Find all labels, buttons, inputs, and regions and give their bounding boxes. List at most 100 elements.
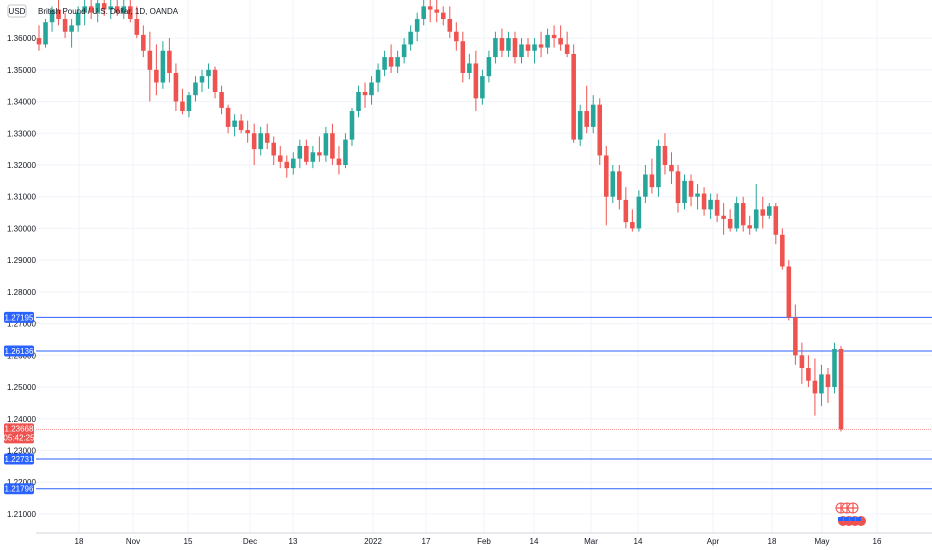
currency-badge[interactable]: USD — [9, 7, 26, 16]
candle — [701, 187, 707, 216]
candle — [167, 38, 172, 83]
candle — [577, 104, 583, 146]
x-tick-label: Apr — [707, 537, 720, 546]
candle-body — [819, 374, 824, 394]
current-price-badge: 1.23668 05:42:25 — [3, 423, 35, 444]
candle-body — [447, 19, 453, 32]
candle — [108, 0, 114, 20]
candle — [506, 31, 511, 58]
candle — [180, 88, 185, 115]
currency-badge-box[interactable] — [7, 4, 27, 18]
candle-body — [395, 57, 400, 67]
candle — [75, 6, 81, 32]
candle-body — [727, 218, 733, 229]
candle-body — [695, 193, 700, 197]
candle — [636, 190, 642, 232]
candle-body — [408, 31, 413, 45]
chart-title: British Pound / U.S. Dollar, 1D, OANDA — [38, 7, 179, 16]
candle-body — [603, 155, 609, 197]
candle-body — [401, 44, 407, 58]
candle-body — [630, 222, 635, 229]
candle — [225, 104, 231, 134]
candle-body — [597, 104, 603, 156]
candle-body — [499, 38, 505, 51]
us-flag-icon[interactable] — [856, 516, 866, 526]
candle-body — [375, 69, 381, 83]
candle-body — [206, 69, 211, 77]
candle — [753, 184, 759, 232]
candle-body — [740, 203, 746, 226]
y-tick-label: 1.31000 — [7, 193, 36, 202]
candle — [558, 25, 563, 51]
candle — [688, 174, 694, 207]
candle — [323, 126, 329, 162]
horizontal-lines[interactable] — [36, 316, 932, 490]
candle — [114, 0, 120, 16]
candle — [395, 50, 400, 73]
candle — [682, 174, 687, 210]
candle-body — [330, 133, 335, 159]
candle — [617, 164, 622, 210]
x-tick-label: 18 — [768, 537, 777, 546]
candle — [806, 355, 811, 388]
candle — [258, 126, 263, 156]
y-axis-labels: 1.210001.220001.230001.240001.250001.260… — [7, 34, 36, 519]
candle-body — [610, 171, 616, 197]
candle — [590, 95, 596, 134]
candle-body — [454, 31, 459, 42]
candle-body — [545, 34, 550, 48]
x-tick-label: May — [814, 537, 829, 546]
candle-body — [193, 82, 198, 96]
x-tick-label: 16 — [873, 537, 882, 546]
candle — [134, 6, 140, 39]
candle-body — [147, 50, 153, 70]
candle-body — [806, 368, 811, 381]
candle-body — [180, 101, 185, 112]
candle-body — [238, 120, 244, 131]
candle — [421, 0, 426, 26]
candle-body — [467, 63, 472, 73]
y-tick-label: 1.33000 — [7, 129, 36, 138]
candle — [414, 12, 420, 42]
price-badge-2 — [4, 345, 34, 357]
candle — [427, 0, 433, 23]
candle-body — [271, 142, 277, 156]
y-tick-label: 1.36000 — [7, 34, 36, 43]
candle-body — [590, 104, 596, 127]
uk-flag-icon[interactable] — [847, 502, 859, 514]
candle — [160, 41, 166, 89]
candle-body — [349, 111, 355, 140]
candle — [812, 358, 818, 416]
candle-body — [760, 209, 766, 216]
candle-body — [219, 92, 224, 108]
candle — [401, 38, 407, 64]
candle — [486, 50, 492, 83]
price-badge-4 — [4, 483, 34, 495]
candle — [199, 69, 205, 93]
candle-body — [623, 199, 629, 223]
candle-body — [362, 92, 368, 96]
y-tick-label: 1.23000 — [7, 447, 36, 456]
candle-body — [832, 348, 837, 388]
candle-body — [245, 130, 250, 134]
y-tick-label: 1.25000 — [7, 383, 36, 392]
candle-body — [558, 38, 563, 45]
candle-body — [780, 234, 785, 267]
candle — [95, 0, 100, 23]
candle — [708, 193, 713, 219]
candle — [780, 228, 785, 270]
candle-body — [304, 145, 309, 162]
candle-body — [323, 133, 329, 156]
candle-body — [75, 12, 81, 26]
candle-body — [675, 171, 681, 204]
economic-events[interactable] — [835, 502, 866, 526]
candle-body — [88, 6, 94, 13]
candle — [584, 85, 589, 134]
candle — [766, 203, 772, 219]
candle-body — [532, 44, 537, 51]
candle-body — [825, 374, 831, 388]
candle-body — [682, 180, 687, 204]
candle-body — [173, 72, 179, 102]
candle-body — [101, 3, 107, 10]
